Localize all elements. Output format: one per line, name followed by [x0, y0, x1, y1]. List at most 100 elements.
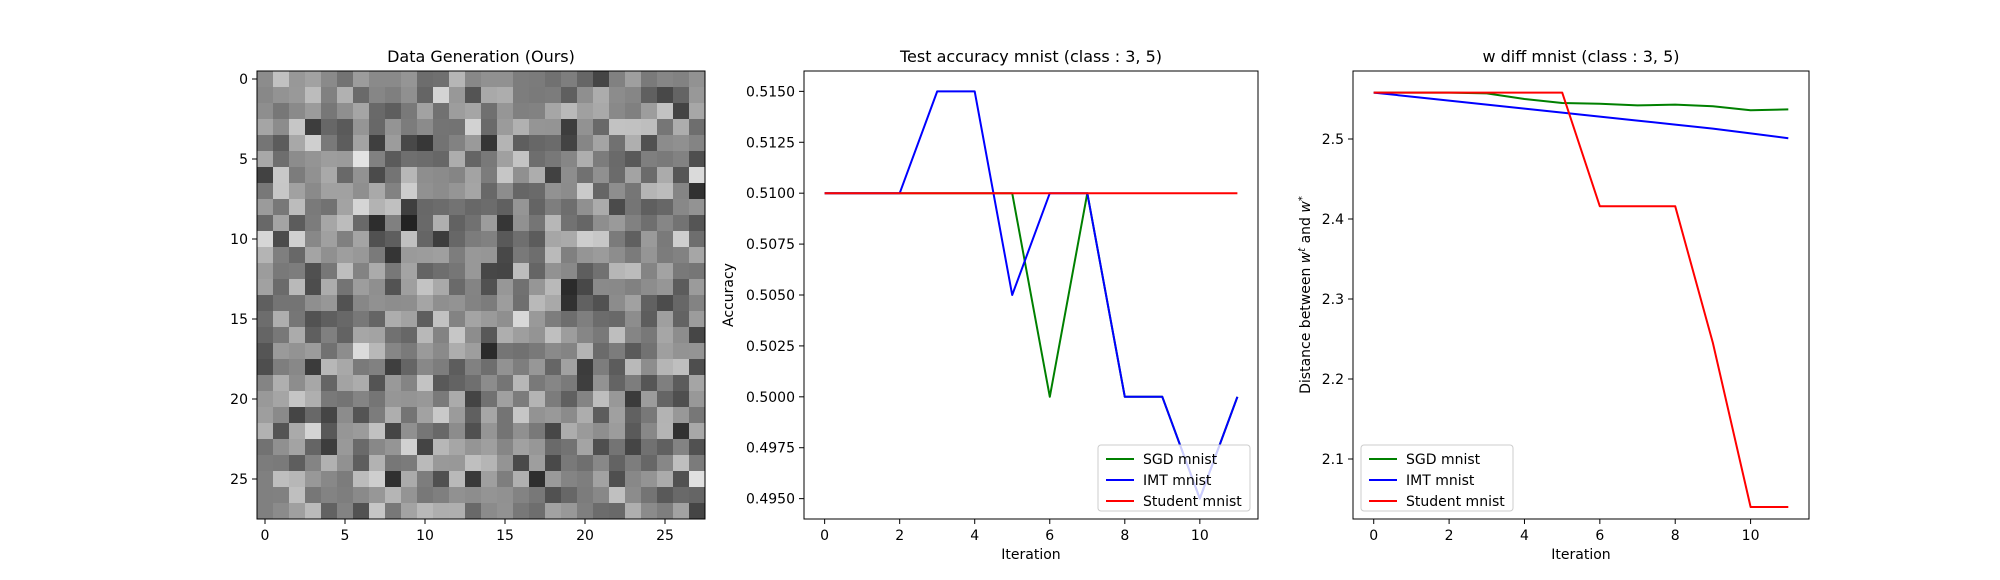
heatmap-cell: [337, 503, 354, 520]
heatmap-cell: [673, 471, 690, 488]
heatmap-cell: [321, 503, 338, 520]
heatmap-cell: [417, 87, 434, 104]
heatmap-cell: [385, 87, 402, 104]
heatmap-cell: [641, 71, 658, 88]
heatmap-cell: [449, 407, 466, 424]
wdiff-x-tick-label: 2: [1445, 528, 1454, 544]
heatmap-cell: [337, 327, 354, 344]
heatmap-cell: [289, 391, 306, 408]
heatmap-cell: [433, 375, 450, 392]
heatmap-cell: [257, 151, 274, 168]
heatmap-cell: [353, 471, 370, 488]
heatmap-cell: [673, 263, 690, 280]
accuracy-y-tick-label: 0.5050: [746, 288, 795, 304]
heatmap-cell: [529, 343, 546, 360]
heatmap-cell: [641, 423, 658, 440]
heatmap-cell: [289, 231, 306, 248]
heatmap-cell: [353, 151, 370, 168]
heatmap-cell: [465, 199, 482, 216]
heatmap-cell: [641, 119, 658, 136]
heatmap-cell: [337, 87, 354, 104]
heatmap-cell: [369, 103, 386, 120]
heatmap-cell: [481, 215, 498, 232]
heatmap-cell: [289, 471, 306, 488]
heatmap-cell: [353, 279, 370, 296]
heatmap-cell: [337, 151, 354, 168]
heatmap-cell: [609, 135, 626, 152]
heatmap-cell: [305, 263, 322, 280]
heatmap-cell: [657, 391, 674, 408]
heatmap-cell: [577, 295, 594, 312]
heatmap-cell: [577, 71, 594, 88]
wdiff-panel: w diff mnist (class : 3, 5) 0 2 4 6 8 10 2.1 2.…: [1297, 47, 1810, 563]
wdiff-y-tick-label: 2.1: [1322, 452, 1344, 468]
heatmap-cell: [465, 279, 482, 296]
heatmap-cell: [353, 215, 370, 232]
heatmap-cell: [433, 135, 450, 152]
heatmap-cell: [561, 487, 578, 504]
heatmap-cell: [593, 71, 610, 88]
accuracy-legend-box: [1097, 444, 1251, 512]
heatmap-cell: [321, 279, 338, 296]
heatmap-cell: [529, 87, 546, 104]
heatmap-cell: [625, 391, 642, 408]
heatmap-cell: [593, 135, 610, 152]
heatmap-cell: [401, 503, 418, 520]
heatmap-cell: [641, 295, 658, 312]
heatmap-cell: [609, 231, 626, 248]
heatmap-cell: [401, 487, 418, 504]
heatmap-cell: [305, 247, 322, 264]
heatmap-cell: [625, 327, 642, 344]
heatmap-cell: [449, 471, 466, 488]
heatmap-cell: [657, 199, 674, 216]
heatmap-cell: [257, 199, 274, 216]
heatmap-cell: [449, 455, 466, 472]
heatmap-cell: [577, 503, 594, 520]
heatmap-cell: [449, 263, 466, 280]
heatmap-cell: [689, 391, 706, 408]
heatmap-cell: [689, 375, 706, 392]
heatmap-cell: [641, 263, 658, 280]
heatmap-cell: [369, 231, 386, 248]
heatmap-cell: [513, 199, 530, 216]
heatmap-cell: [369, 343, 386, 360]
heatmap-cell: [321, 199, 338, 216]
heatmap-cell: [289, 279, 306, 296]
heatmap-cell: [545, 215, 562, 232]
heatmap-cell: [529, 247, 546, 264]
heatmap-cell: [449, 359, 466, 376]
heatmap-cell: [273, 503, 290, 520]
heatmap-y-tick-label: 25: [230, 472, 248, 488]
heatmap-cell: [449, 423, 466, 440]
heatmap-cell: [465, 439, 482, 456]
heatmap-cell: [545, 199, 562, 216]
accuracy-x-tick-label: 2: [895, 528, 904, 544]
heatmap-cell: [657, 423, 674, 440]
heatmap-cell: [545, 71, 562, 88]
heatmap-cell: [417, 71, 434, 88]
heatmap-cell: [449, 311, 466, 328]
heatmap-cell: [433, 359, 450, 376]
heatmap-cell: [353, 119, 370, 136]
heatmap-cell: [673, 247, 690, 264]
heatmap-cell: [257, 487, 274, 504]
heatmap-cell: [417, 231, 434, 248]
heatmap-cell: [433, 407, 450, 424]
heatmap-cell: [625, 183, 642, 200]
accuracy-frame: [803, 70, 1259, 520]
heatmap-x-tick-label: 10: [416, 528, 434, 544]
heatmap-cell: [497, 151, 514, 168]
heatmap-cell: [577, 487, 594, 504]
heatmap-cell: [417, 359, 434, 376]
heatmap-cell: [641, 167, 658, 184]
heatmap-cell: [641, 215, 658, 232]
heatmap-y-tick-label: 20: [230, 392, 248, 408]
heatmap-cell: [529, 311, 546, 328]
heatmap-cell: [481, 311, 498, 328]
heatmap-cell: [401, 439, 418, 456]
heatmap-cell: [289, 375, 306, 392]
heatmap-cell: [321, 423, 338, 440]
heatmap-cell: [529, 487, 546, 504]
heatmap-cell: [497, 471, 514, 488]
heatmap-cell: [305, 503, 322, 520]
